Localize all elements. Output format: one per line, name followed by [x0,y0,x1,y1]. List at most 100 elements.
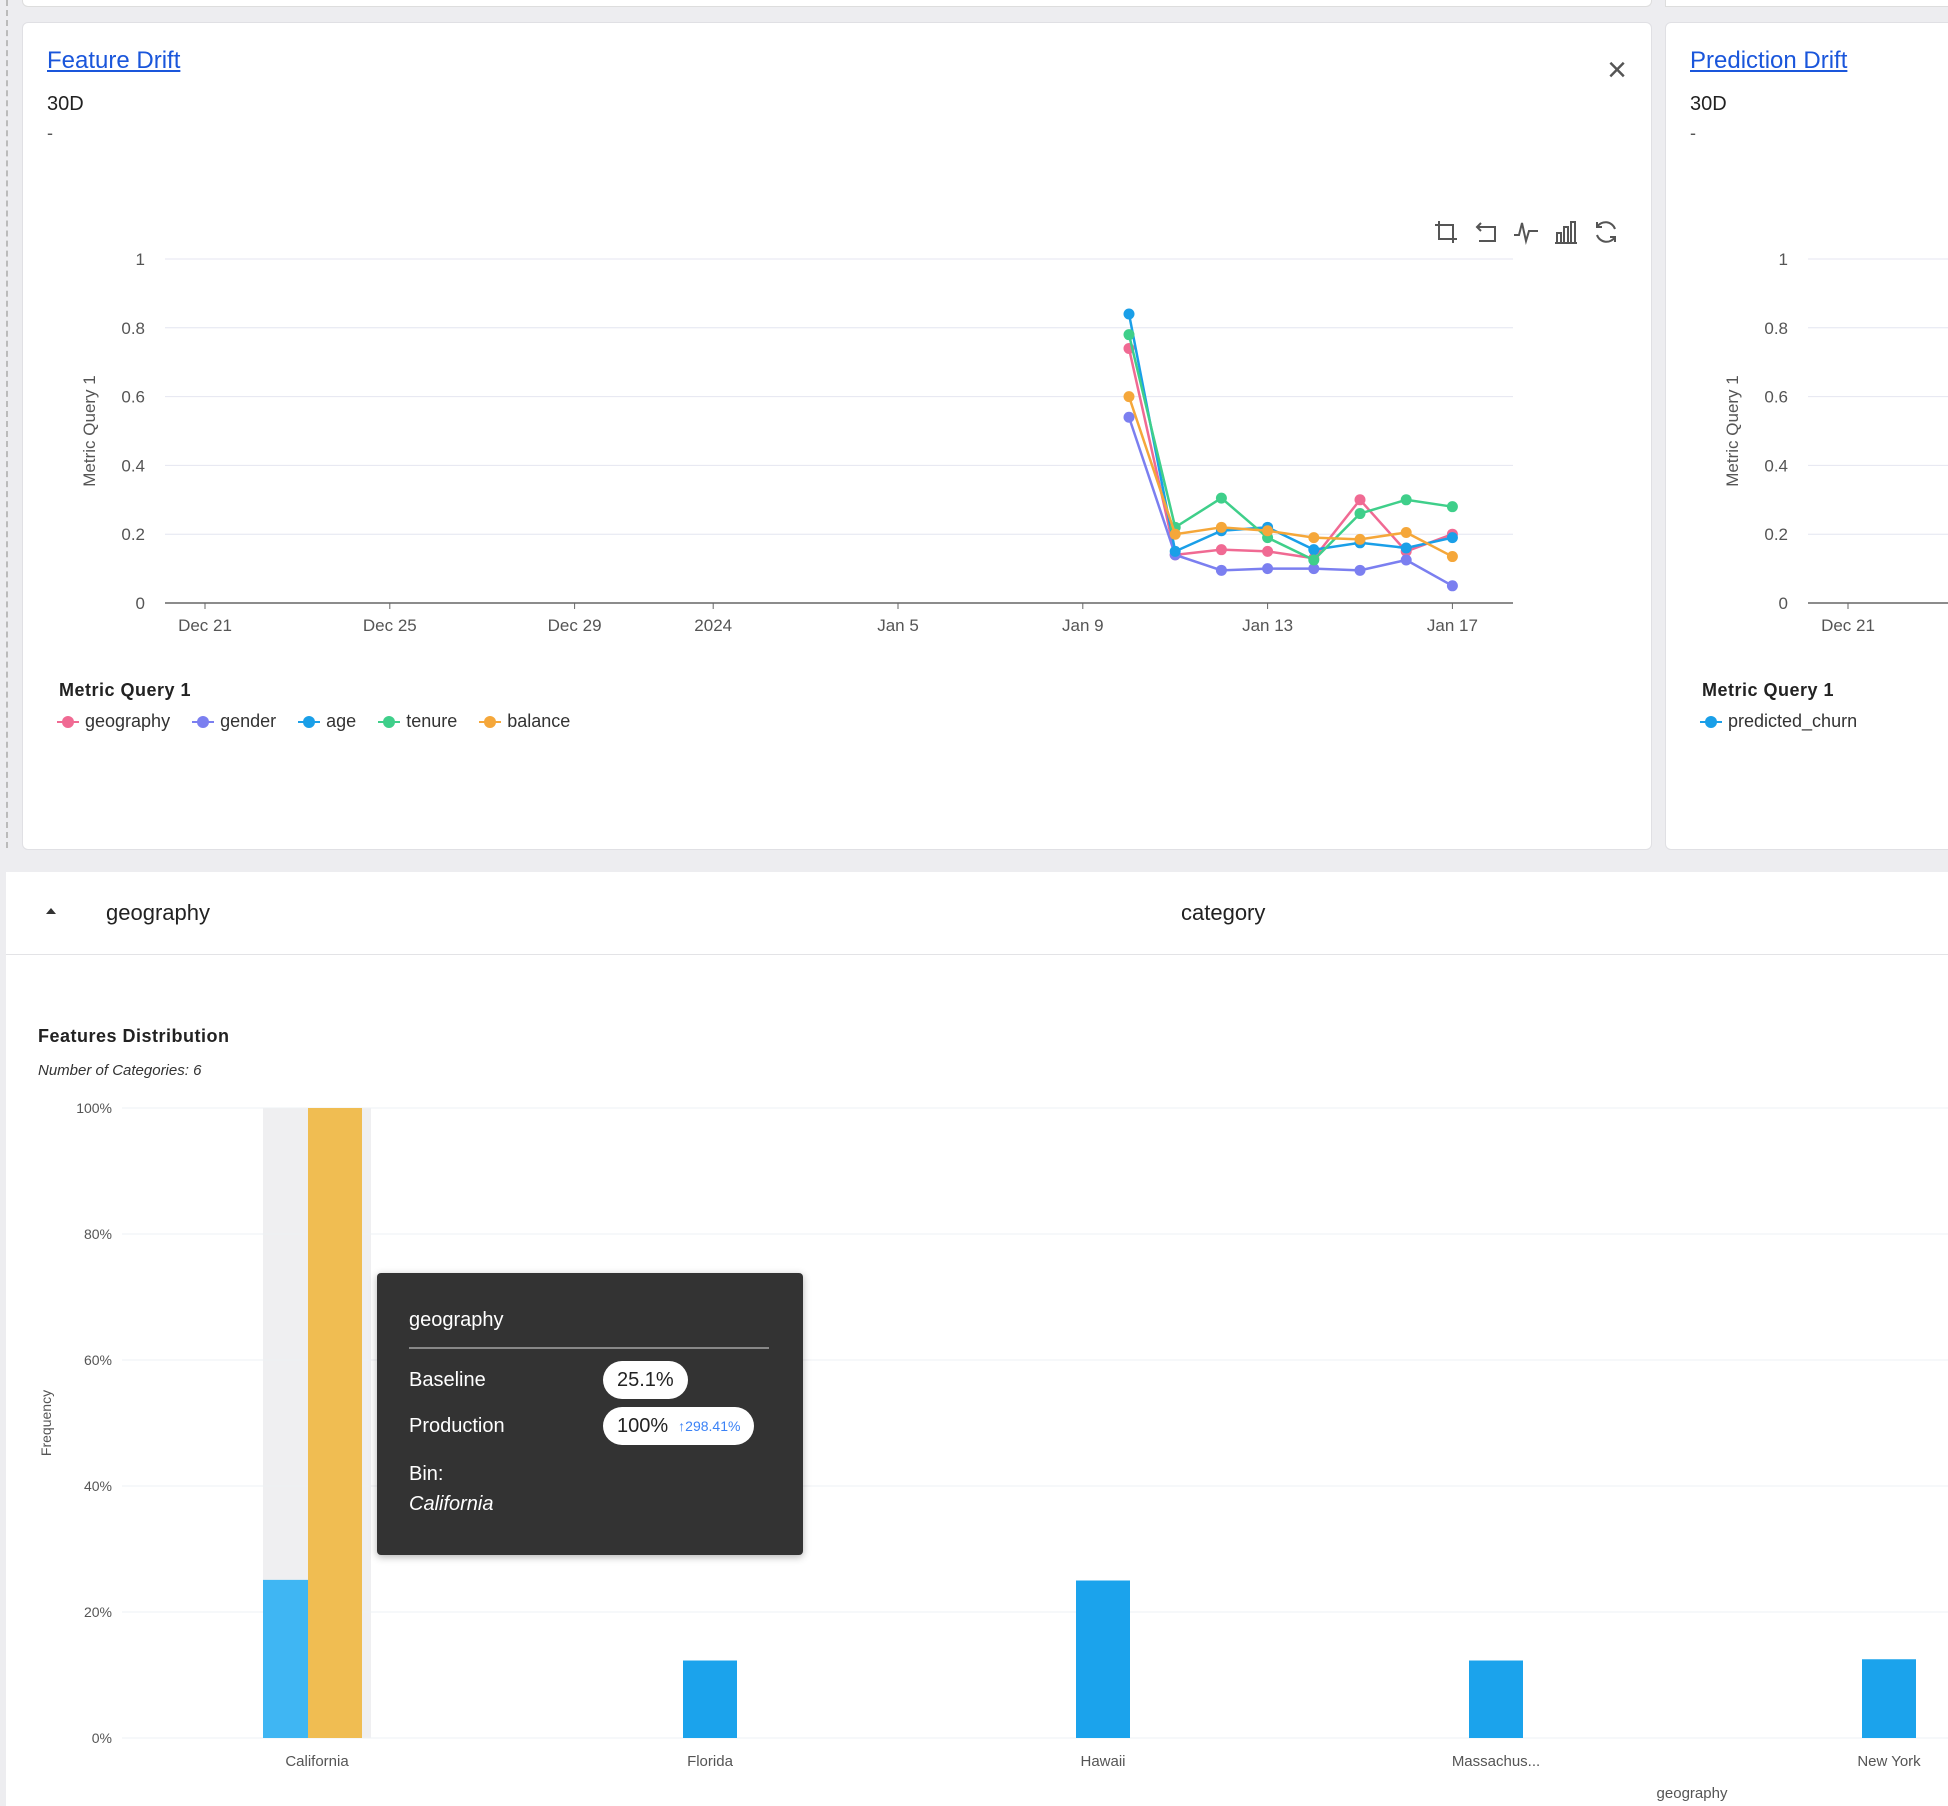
x-tick-label: 2024 [694,616,732,635]
x-tick-label: Jan 9 [1062,616,1104,635]
legend-item-tenure[interactable]: tenure [378,711,457,732]
feature-drift-line-chart: 0 0.2 0.4 0.6 0.8 1 Dec 21 Dec 25 Dec 29 2024 Jan … [80,250,1513,635]
legend-marker [378,715,401,729]
bar-baseline-New York [1862,1659,1916,1738]
data-point-age [1308,544,1320,556]
legend-label: gender [220,711,277,731]
x-tick-label: Hawaii [1080,1753,1125,1770]
data-point-gender [1446,580,1458,592]
legend-item-balance[interactable]: balance [479,711,570,732]
data-point-gender [1123,411,1135,423]
prediction-drift-subtitle: - [1690,123,1696,143]
features-distribution-bar-chart: 0% 20% 40% 60% 80% 100% Frequency California Flo… [38,1100,1948,1802]
crop-zoom-icon[interactable] [1433,219,1459,245]
chart-toolbar [1433,219,1619,245]
refresh-icon[interactable] [1593,219,1619,245]
legend-label: tenure [406,711,458,731]
y-tick-label: 1 [136,250,145,269]
feature-drift-title-link[interactable]: Feature Drift [47,47,181,74]
x-tick-label: New York [1857,1753,1921,1770]
series-line-tenure [1127,334,1453,562]
data-point-gender [1215,564,1227,576]
x-tick-label: Dec 21 [178,616,232,635]
legend-label: balance [507,711,571,731]
data-point-balance [1400,526,1412,538]
left-dashed-border [6,0,8,848]
legend-item-age[interactable]: age [298,711,356,732]
series-line-age [1127,313,1453,554]
x-tick-label: Jan 17 [1427,616,1478,635]
x-axis-label: geography [1657,1785,1728,1802]
x-tick-label: Florida [687,1753,734,1770]
series-line-gender [1127,416,1454,587]
data-point-gender [1308,563,1320,575]
y-tick-label: 60% [84,1352,112,1368]
feature-drift-period: 30D [47,93,84,115]
data-point-tenure [1400,494,1412,506]
tooltip-divider [409,1347,769,1349]
bar-baseline-Florida [683,1660,737,1738]
data-point-tenure [1354,508,1366,520]
y-tick-label: 0.8 [1764,319,1788,338]
series-line-balance [1127,396,1453,558]
y-tick-label: 0.4 [121,456,145,475]
y-axis-label: Metric Query 1 [80,375,99,486]
y-tick-label: 0 [136,594,145,613]
y-tick-label: 0.8 [121,319,145,338]
legend-item-predicted_churn[interactable]: predicted_churn [1700,711,1857,732]
feature-row-header[interactable]: geography category [6,872,1948,955]
previous-panel-edge [22,0,1652,7]
legend-marker [298,715,321,729]
legend-marker [1700,715,1722,729]
line-chart-icon[interactable] [1513,219,1539,245]
tooltip-baseline-pill: 25.1% [603,1361,688,1399]
feature-drift-panel: Feature Drift 30D - × 0 0.2 0.4 0.6 0.8 1 Dec … [22,22,1652,850]
y-tick-label: 0.2 [121,525,145,544]
data-point-balance [1215,521,1227,533]
data-point-tenure [1446,501,1458,513]
data-point-geography [1354,494,1366,506]
data-point-age [1169,545,1181,557]
y-tick-label: 0% [92,1730,112,1746]
y-tick-label: 20% [84,1604,112,1620]
data-point-balance [1446,551,1458,563]
data-point-balance [1262,525,1274,537]
legend-marker [479,715,502,729]
feature-detail-section: geography category Features Distribution… [6,872,1948,1806]
data-point-age [1446,532,1458,544]
y-tick-label: 1 [1779,250,1788,269]
legend-item-geography[interactable]: geography [57,711,170,732]
tooltip-baseline-value: 25.1% [617,1368,674,1391]
features-distribution-subtitle: Number of Categories: 6 [38,1062,202,1079]
data-point-tenure [1215,492,1227,504]
distribution-tooltip: geography Baseline 25.1% Production 100%… [377,1273,803,1555]
collapse-caret-icon[interactable] [46,908,56,914]
data-point-balance [1169,528,1181,540]
x-tick-label: Jan 5 [877,616,919,635]
tooltip-production-delta-value: 298.41% [685,1418,741,1434]
prediction-drift-line-chart: 0 0.2 0.4 0.6 0.8 1 Dec 21 Metric Query 1 [1723,250,1948,635]
features-distribution-title: Features Distribution [38,1026,230,1046]
tooltip-title: geography [409,1309,504,1331]
prediction-drift-legend-title: Metric Query 1 [1702,680,1835,700]
data-point-balance [1354,533,1366,545]
bar-chart-icon[interactable] [1553,219,1579,245]
prediction-drift-title-link[interactable]: Prediction Drift [1690,47,1848,74]
zoom-reset-icon[interactable] [1473,219,1499,245]
x-tick-label: Massachus... [1452,1753,1540,1770]
close-icon[interactable]: × [1607,51,1627,89]
y-tick-label: 0 [1779,594,1788,613]
bar-baseline-Massachus... [1469,1660,1523,1738]
data-point-geography [1215,544,1227,556]
y-tick-label: 0.2 [1764,525,1788,544]
legend-item-gender[interactable]: gender [192,711,276,732]
prediction-drift-legend: predicted_churn [1700,711,1857,732]
bar-baseline-Hawaii [1076,1580,1130,1738]
series-line-geography [1127,348,1453,560]
data-point-balance [1308,532,1320,544]
previous-panel-edge-right [1665,0,1948,7]
feature-name: geography [106,900,210,925]
legend-label: geography [85,711,171,731]
x-tick-label: Dec 25 [363,616,417,635]
data-point-age [1123,308,1135,320]
